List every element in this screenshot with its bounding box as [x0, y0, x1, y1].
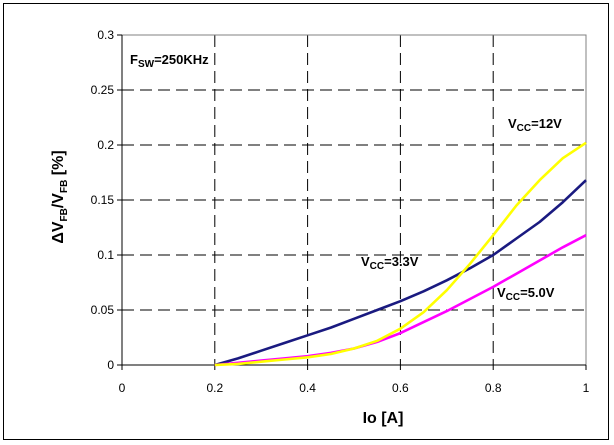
x-tick-label: 0.4 [299, 381, 316, 395]
series-line-2 [214, 141, 587, 367]
tick-labels: 0 0.05 0.1 0.15 0.2 0.25 0.3 0 0.2 0.4 0.6 0.8 1 [91, 28, 590, 395]
y-tick-label: 0.1 [97, 248, 114, 262]
series-line-0 [214, 179, 587, 367]
y-tick-label: 0.25 [91, 83, 115, 97]
x-axis-title: Io [A] [363, 410, 404, 427]
annotation-fsw: FSW=250KHz [130, 52, 209, 70]
series-lines [214, 141, 587, 367]
gridlines [122, 35, 586, 365]
x-tick-label: 1 [583, 381, 590, 395]
x-tick-label: 0 [119, 381, 126, 395]
y-axis-title: ΔVFB/VFB [%] [50, 150, 70, 243]
x-tick-label: 0.2 [206, 381, 223, 395]
y-tick-label: 0 [107, 358, 114, 372]
y-tick-label: 0.15 [91, 193, 115, 207]
annotation-vcc-12v: VCC=12V [508, 116, 562, 134]
chart-frame [3, 3, 609, 440]
plot-area [121, 34, 587, 366]
axes [117, 34, 587, 370]
y-tick-label: 0.2 [97, 138, 114, 152]
y-tick-label: 0.05 [91, 303, 115, 317]
annotation-vcc-5v0: VCC=5.0V [497, 285, 555, 303]
y-tick-label: 0.3 [97, 28, 114, 42]
annotation-vcc-3v3: VCC=3.3V [361, 254, 419, 272]
x-tick-label: 0.6 [392, 381, 409, 395]
x-tick-label: 0.8 [485, 381, 502, 395]
